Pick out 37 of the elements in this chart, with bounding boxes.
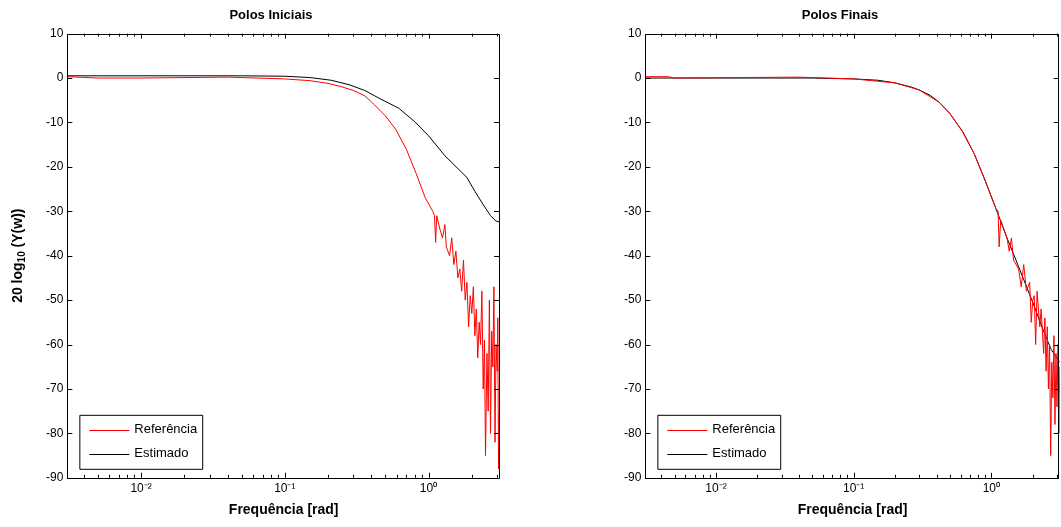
y-tick-label: 0 [634,70,642,85]
y-tick-label: -30 [46,203,64,218]
x-tick-label: 10⁻¹ [842,481,865,496]
y-tick-label: -60 [624,336,642,351]
y-tick-label: -60 [46,336,64,351]
y-tick-label: -10 [46,114,64,129]
y-tick-label: -80 [624,425,642,440]
y-tick-label: -50 [46,292,64,307]
y-tick-label: -50 [624,292,642,307]
chart-title: Polos Iniciais [229,7,313,23]
chart-title: Polos Finais [801,7,879,23]
y-tick-label: -90 [624,470,642,485]
y-tick-label: -70 [624,381,642,396]
y-tick-label: 0 [56,70,64,85]
y-tick-label: -70 [46,381,64,396]
x-axis-title: Frequência [rad] [797,501,908,518]
y-tick-label: -20 [46,159,64,174]
y-tick-label: -10 [624,114,642,129]
y-tick-label: -20 [624,159,642,174]
legend-label: Referência [712,421,776,437]
x-tick-label: 10⁻¹ [274,481,296,496]
x-axis-title: Frequência [rad] [228,501,339,518]
legend-label: Estimado [134,445,189,461]
x-tick-label: 10⁻² [130,481,152,496]
y-axis-title: 20 log10 (Y(w)) [8,208,27,303]
legend-label: Estimado [712,445,767,461]
y-tick-label: -30 [624,203,642,218]
y-tick-label: -40 [46,248,64,263]
y-tick-label: -40 [624,248,642,263]
x-tick-label: 10⁻² [705,481,727,496]
y-tick-label: 10 [627,25,642,40]
x-tick-label: 10⁰ [982,481,1000,496]
y-tick-label: -90 [46,470,64,485]
legend-label: Referência [134,421,198,437]
x-tick-label: 10⁰ [419,481,438,496]
y-tick-label: 10 [49,25,64,40]
y-tick-label: -80 [46,425,64,440]
